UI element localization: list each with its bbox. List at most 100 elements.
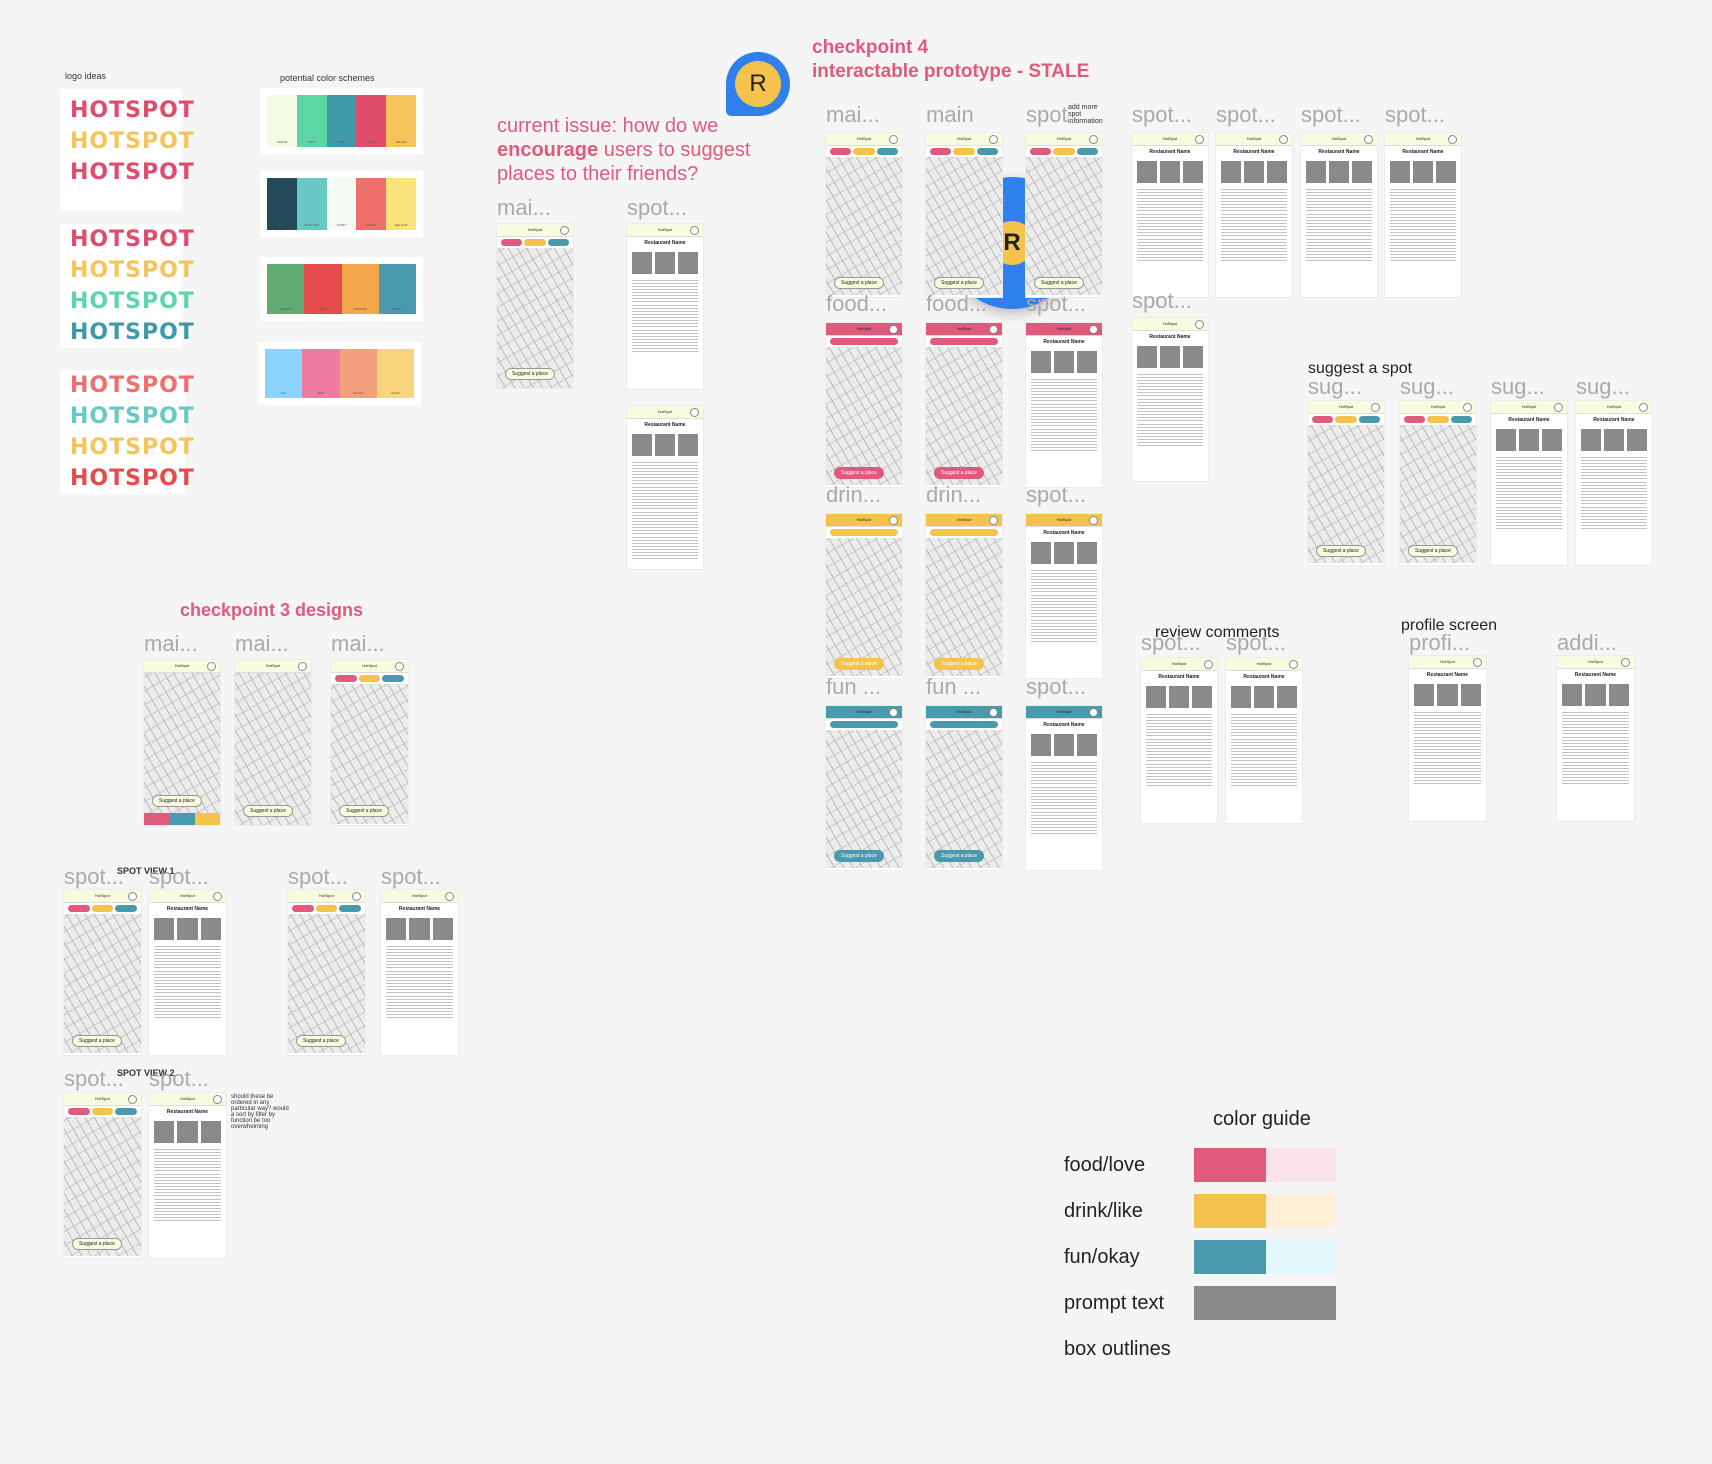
phone-frame[interactable]: HotSpot Suggest a place: [1026, 133, 1102, 297]
phone-header: HotSpot: [149, 890, 226, 903]
color-scheme-card[interactable]: NAVY SEAFOAM IVORY CORAL MELLOW: [260, 171, 423, 237]
suggest-place-button[interactable]: Suggest a place: [834, 850, 884, 862]
category-tabs: [288, 903, 365, 914]
phone-frame[interactable]: HotSpot Suggest a place: [926, 323, 1002, 487]
review-text: [386, 946, 453, 968]
suggest-place-button[interactable]: Suggest a place: [934, 658, 984, 670]
phone-frame[interactable]: HotSpot Suggest a place: [826, 133, 902, 297]
suggest-place-button[interactable]: Suggest a place: [1408, 545, 1458, 557]
phone-frame[interactable]: HotSpot Restaurant Name: [1026, 514, 1102, 678]
phone-frame[interactable]: HotSpot Restaurant Name: [1226, 658, 1302, 823]
suggest-place-button[interactable]: Suggest a place: [834, 277, 884, 289]
suggest-place-button[interactable]: Suggest a place: [296, 1035, 346, 1047]
frame-title: sug...: [1576, 374, 1630, 399]
suggest-place-button[interactable]: Suggest a place: [934, 277, 984, 289]
suggest-place-button[interactable]: Suggest a place: [834, 467, 884, 479]
phone-frame[interactable]: HotSpot Suggest a place: [497, 224, 573, 388]
photo-row: [1132, 158, 1208, 186]
phone-header: HotSpot: [1141, 658, 1217, 671]
phone-frame[interactable]: HotSpot Suggest a place: [1400, 401, 1476, 565]
phone-frame[interactable]: HotSpot Suggest a place: [926, 133, 1002, 297]
phone-frame[interactable]: HotSpot Restaurant Name: [1216, 133, 1292, 297]
phone-frame[interactable]: HotSpot Restaurant Name: [1409, 656, 1486, 821]
category-tabs: [1308, 414, 1384, 425]
suggest-place-button[interactable]: Suggest a place: [934, 850, 984, 862]
phone-frame[interactable]: HotSpot Restaurant Name: [1026, 706, 1102, 870]
review-text: [1221, 214, 1287, 236]
logo-text: HOTSPOT: [70, 320, 195, 345]
phone-frame[interactable]: HotSpot Restaurant Name: [1576, 401, 1652, 565]
phone-frame[interactable]: HotSpot Suggest a place: [1308, 401, 1384, 565]
review-text: [1390, 189, 1456, 211]
logo-card-2[interactable]: HOTSPOT HOTSPOT HOTSPOT HOTSPOT: [60, 224, 195, 348]
color-guide-swatch-light: [1266, 1194, 1336, 1228]
review-text: [1137, 214, 1203, 236]
phone-frame[interactable]: HotSpot Restaurant Name: [1132, 133, 1208, 297]
phone-frame[interactable]: HotSpot Restaurant Name: [1491, 401, 1567, 565]
phone-frame[interactable]: HotSpot Suggest a place: [64, 890, 141, 1055]
suggest-place-button[interactable]: Suggest a place: [1034, 277, 1084, 289]
color-guide-label: prompt text: [1064, 1292, 1165, 1314]
logo-card-1[interactable]: HOTSPOT HOTSPOT HOTSPOT: [60, 89, 194, 211]
phone-frame[interactable]: HotSpot Restaurant Name: [627, 224, 703, 389]
suggest-place-button[interactable]: Suggest a place: [1316, 545, 1366, 557]
phone-frame[interactable]: HotSpot Restaurant Name: [1132, 318, 1208, 481]
phone-frame[interactable]: HotSpot Restaurant Name: [1557, 656, 1634, 821]
swatch-name: BLUE: [393, 307, 402, 311]
phone-frame[interactable]: HotSpot Restaurant Name: [627, 406, 703, 569]
phone-frame[interactable]: HotSpot Suggest a place: [826, 323, 902, 487]
frame-title: spot...: [1132, 288, 1192, 313]
logo-card-3[interactable]: HOTSPOT HOTSPOT HOTSPOT HOTSPOT: [60, 370, 195, 494]
phone-frame[interactable]: HotSpot Suggest a place: [826, 706, 902, 870]
suggest-place-button[interactable]: Suggest a place: [72, 1035, 122, 1047]
checkpoint-3-title: checkpoint 3 designs: [180, 600, 364, 620]
color-swatch: MELON: [386, 95, 416, 147]
phone-frame[interactable]: HotSpot Suggest a place: [288, 890, 365, 1055]
color-guide-label: drink/like: [1064, 1200, 1143, 1222]
frame-title: fun ...: [826, 674, 882, 699]
restaurant-name: Restaurant Name: [1149, 149, 1191, 155]
category-bar: [930, 529, 998, 536]
color-scheme-card[interactable]: GREEN RED ORANGE BLUE: [260, 257, 423, 321]
phone-frame[interactable]: HotSpot Suggest a place: [144, 660, 220, 825]
phone-frame[interactable]: HotSpot Restaurant Name: [381, 890, 458, 1055]
phone-frame[interactable]: HotSpot Suggest a place: [826, 514, 902, 678]
color-guide-swatch: [1194, 1148, 1266, 1182]
phone-frame[interactable]: HotSpot Suggest a place: [331, 660, 408, 825]
review-text: [1031, 812, 1097, 834]
phone-frame[interactable]: HotSpot Restaurant Name: [1385, 133, 1461, 297]
map-area: [926, 538, 1002, 676]
review-text: [1562, 737, 1629, 759]
suggest-place-button[interactable]: Suggest a place: [72, 1238, 122, 1250]
phone-frame[interactable]: HotSpot Suggest a place: [235, 660, 311, 825]
phone-frame[interactable]: HotSpot Restaurant Name: [149, 890, 226, 1055]
frame-title: spot...: [1226, 630, 1286, 655]
color-scheme-card[interactable]: SKY PINK PEACH SAND: [258, 342, 421, 405]
frame-title: spot...: [1141, 630, 1201, 655]
map-area: [1400, 425, 1476, 563]
phone-frame[interactable]: HotSpot Restaurant Name: [149, 1093, 226, 1258]
category-tabs: [1026, 146, 1102, 157]
color-guide-swatch-light: [1266, 1332, 1336, 1366]
phone-frame[interactable]: HotSpot Suggest a place: [64, 1093, 141, 1258]
logo-text: HOTSPOT: [70, 373, 195, 398]
review-text: [1031, 787, 1097, 809]
phone-header: HotSpot: [1576, 401, 1652, 414]
color-scheme-card[interactable]: CREAM MINT TEAL ROSE MELON: [260, 88, 423, 154]
phone-frame[interactable]: HotSpot Suggest a place: [926, 514, 1002, 678]
collaborator-avatar[interactable]: R: [726, 52, 790, 116]
suggest-place-button[interactable]: Suggest a place: [834, 658, 884, 670]
review-text: [154, 1149, 221, 1171]
phone-frame[interactable]: HotSpot Restaurant Name: [1026, 323, 1102, 487]
phone-frame[interactable]: HotSpot Suggest a place: [926, 706, 1002, 870]
review-text: [1390, 214, 1456, 236]
suggest-place-button[interactable]: Suggest a place: [934, 467, 984, 479]
frame-title: mai...: [497, 195, 551, 220]
review-text: [1031, 595, 1097, 617]
frame-title: spot...: [1132, 102, 1192, 127]
phone-frame[interactable]: HotSpot Restaurant Name: [1141, 658, 1217, 823]
color-swatch: PEACH: [339, 349, 377, 398]
frame-title: spot...: [627, 195, 687, 220]
swatch-name: PINK: [317, 391, 325, 395]
phone-frame[interactable]: HotSpot Restaurant Name: [1301, 133, 1377, 297]
